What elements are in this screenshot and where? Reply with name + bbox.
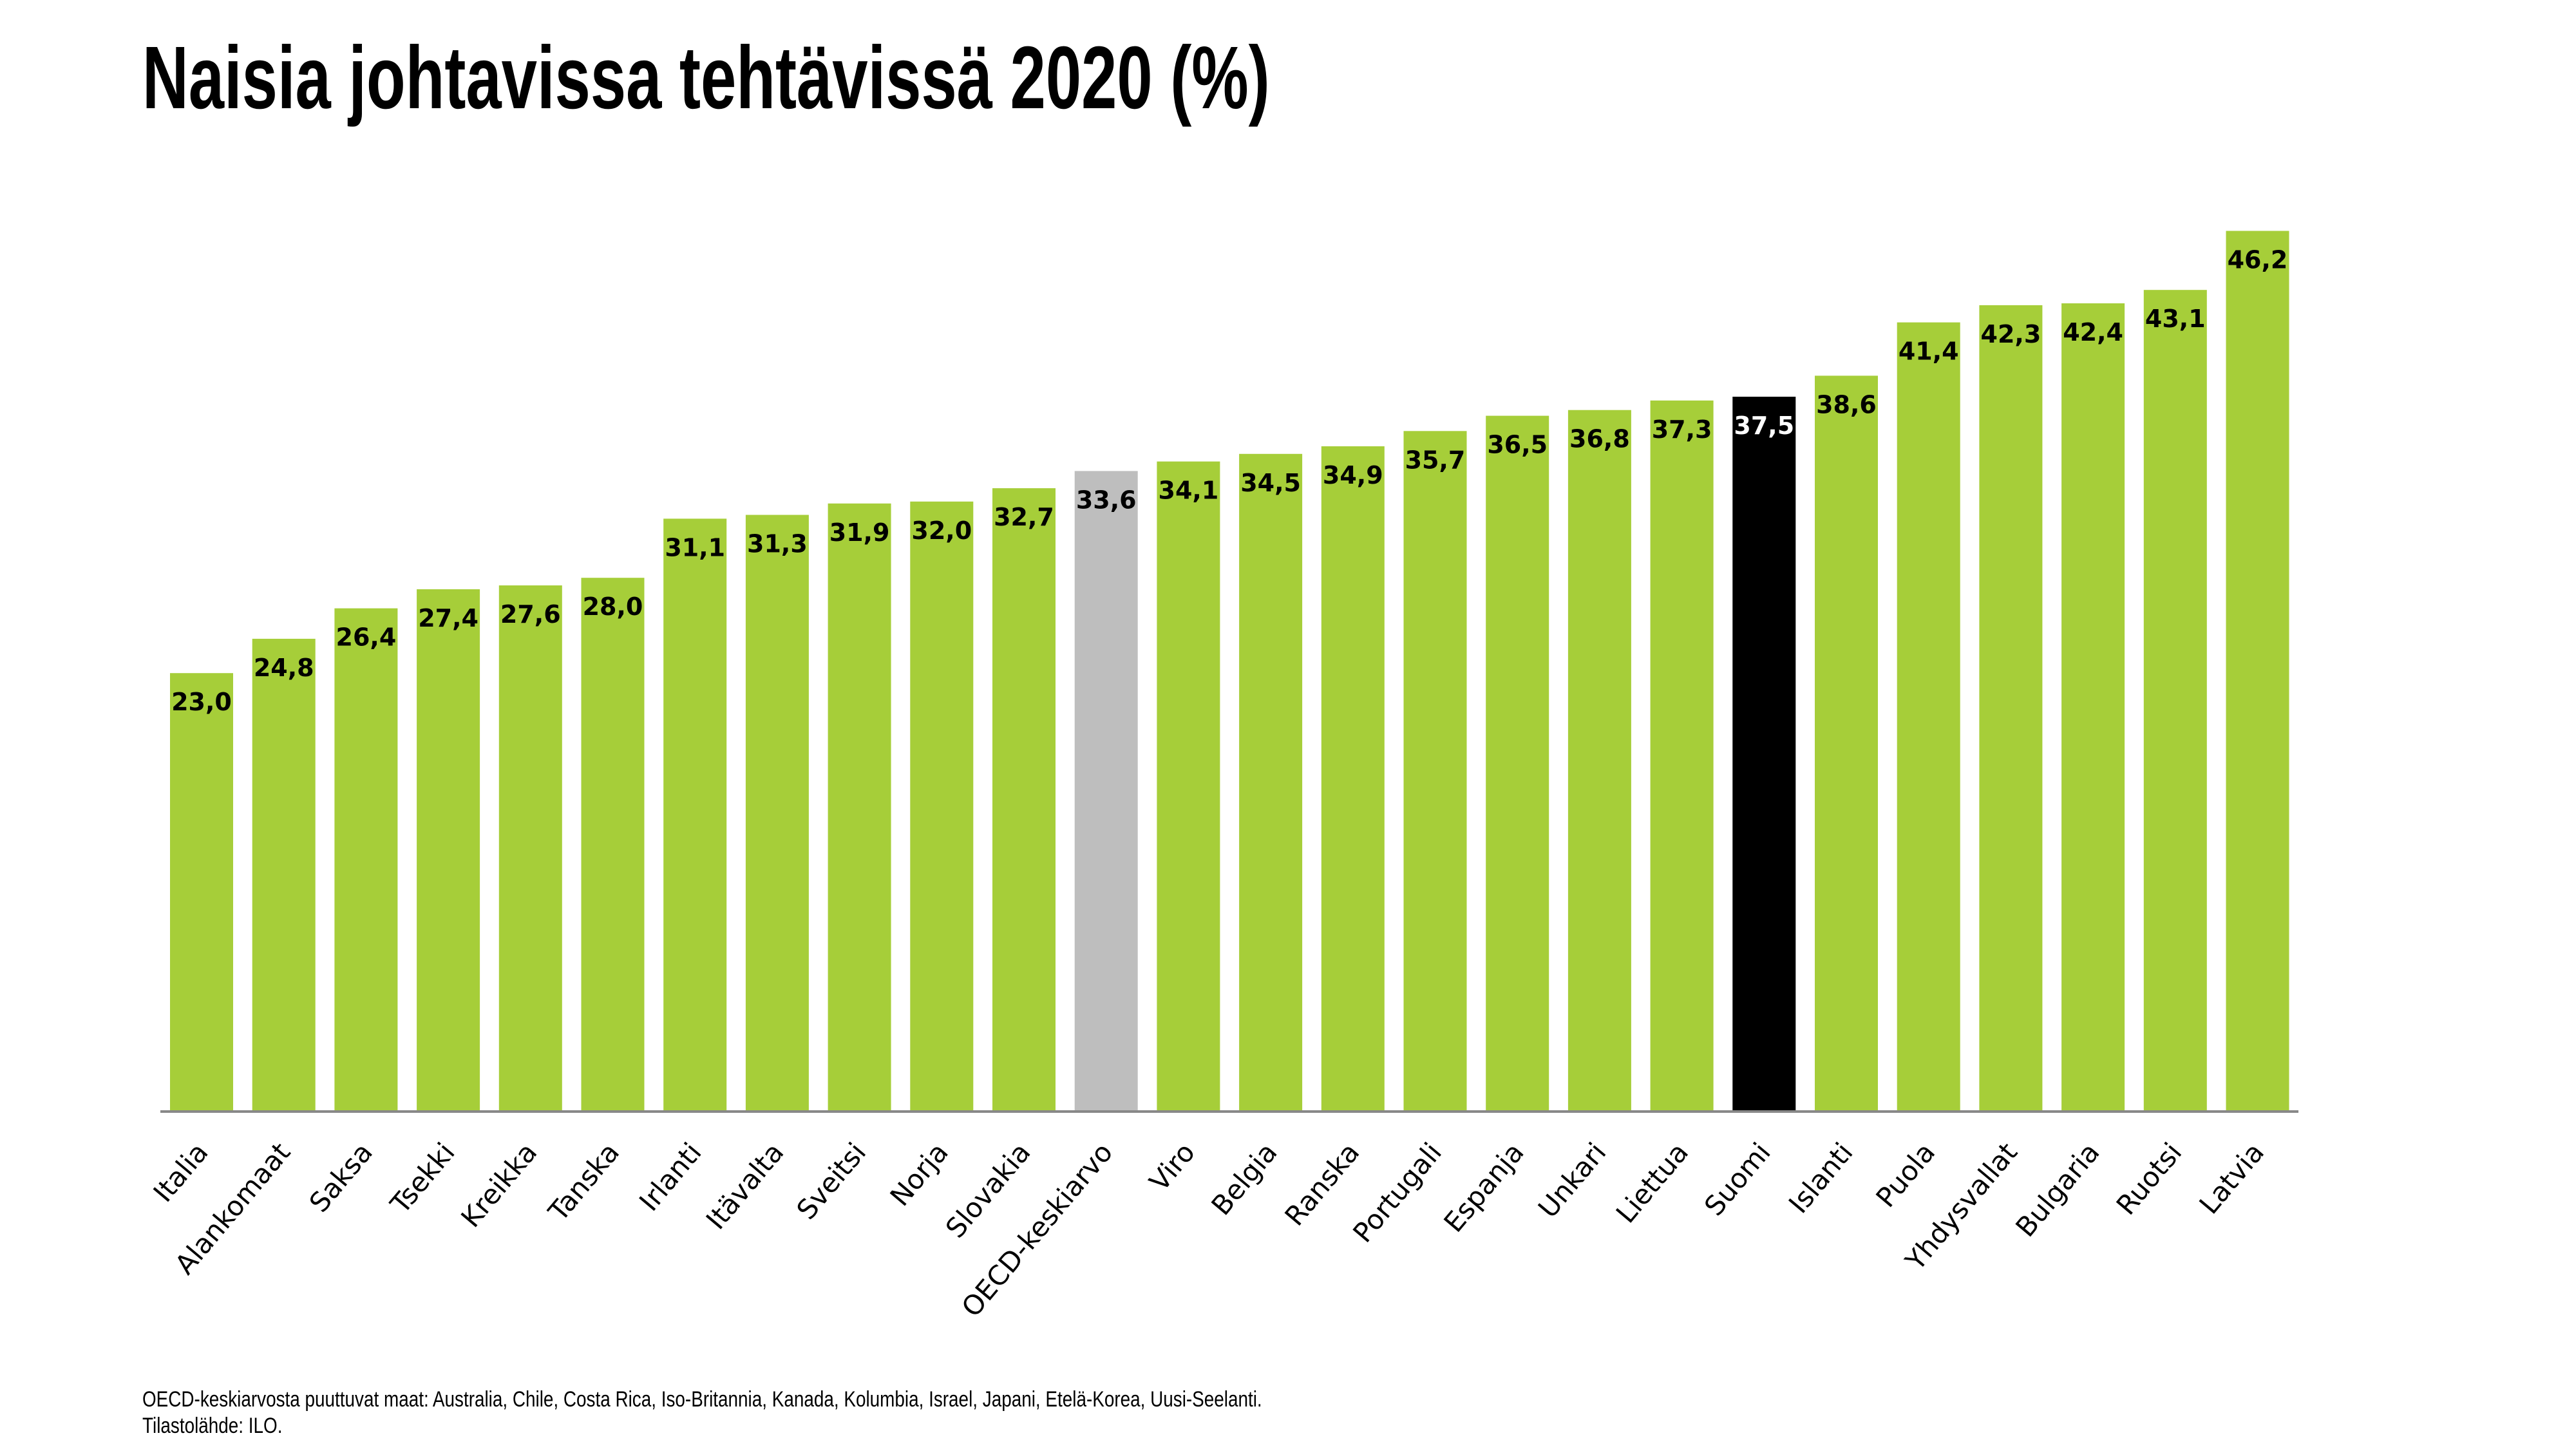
value-label-suomi: 37,5	[1734, 412, 1794, 440]
value-label-oecd-keskiarvo: 33,6	[1076, 486, 1137, 514]
bar-sveitsi	[828, 504, 891, 1112]
footnote-source: Tilastolähde: ILO.	[142, 1415, 282, 1437]
bar-kreikka	[499, 585, 562, 1112]
bar-ruotsi	[2144, 290, 2207, 1112]
bar-norja	[910, 502, 973, 1112]
bar-yhdysvallat	[1979, 305, 2042, 1112]
value-label-sveitsi: 31,9	[829, 518, 890, 547]
bar-bulgaria	[2061, 303, 2125, 1112]
bar-italia	[170, 673, 233, 1112]
category-label-suomi: Suomi	[1698, 1137, 1777, 1222]
value-label-itävalta: 31,3	[747, 530, 808, 558]
category-label-norja: Norja	[884, 1137, 954, 1212]
category-label-italia: Italia	[147, 1137, 214, 1208]
value-label-islanti: 38,6	[1816, 390, 1877, 419]
value-label-tanska: 28,0	[583, 592, 643, 621]
bar-belgia	[1239, 454, 1302, 1112]
category-label-kreikka: Kreikka	[455, 1137, 543, 1233]
bar-slovakia	[992, 488, 1056, 1112]
value-label-latvia: 46,2	[2228, 246, 2288, 274]
value-label-belgia: 34,5	[1240, 469, 1301, 497]
bar-islanti	[1815, 375, 1878, 1112]
value-label-puola: 41,4	[1899, 337, 1959, 366]
value-label-liettua: 37,3	[1652, 415, 1712, 444]
bar-saksa	[334, 609, 397, 1112]
value-label-portugali: 35,7	[1405, 446, 1466, 474]
value-label-irlanti: 31,1	[665, 533, 725, 562]
category-label-belgia: Belgia	[1205, 1137, 1283, 1221]
category-label-puola: Puola	[1870, 1137, 1941, 1213]
bar-viro	[1157, 462, 1220, 1112]
footnote-missing-countries: OECD-keskiarvosta puuttuvat maat: Austra…	[142, 1388, 1262, 1410]
value-label-tsekki: 27,4	[418, 604, 478, 632]
bar-portugali	[1404, 431, 1467, 1112]
value-label-espanja: 36,5	[1487, 431, 1548, 459]
bar-alankomaat	[252, 639, 316, 1112]
category-label-sveitsi: Sveitsi	[790, 1137, 872, 1226]
value-label-viro: 34,1	[1159, 477, 1219, 505]
bar-ranska	[1321, 446, 1385, 1112]
category-label-islanti: Islanti	[1783, 1137, 1859, 1219]
bar-liettua	[1651, 401, 1714, 1112]
value-label-yhdysvallat: 42,3	[1981, 320, 2041, 348]
value-label-kreikka: 27,6	[500, 600, 561, 629]
category-label-ruotsi: Ruotsi	[2110, 1137, 2188, 1221]
category-label-oecd-keskiarvo: OECD-keskiarvo	[956, 1137, 1119, 1323]
bar-itävalta	[746, 515, 809, 1112]
category-label-irlanti: Irlanti	[633, 1137, 708, 1217]
value-label-italia: 23,0	[171, 688, 232, 716]
category-label-portugali: Portugali	[1347, 1137, 1448, 1249]
bars-group	[170, 231, 2289, 1112]
bar-espanja	[1486, 416, 1549, 1112]
bar-oecd-keskiarvo	[1075, 471, 1138, 1112]
bar-tanska	[582, 578, 645, 1112]
category-label-unkari: Unkari	[1532, 1137, 1613, 1224]
bar-tsekki	[417, 589, 480, 1112]
bar-puola	[1897, 323, 1960, 1112]
value-label-bulgaria: 42,4	[2063, 318, 2123, 346]
value-label-unkari: 36,8	[1569, 425, 1630, 453]
category-label-espanja: Espanja	[1437, 1137, 1530, 1238]
category-label-bulgaria: Bulgaria	[2009, 1137, 2106, 1243]
category-label-tsekki: Tsekki	[384, 1137, 461, 1220]
category-label-latvia: Latvia	[2193, 1137, 2270, 1220]
category-label-itävalta: Itävalta	[700, 1137, 790, 1235]
category-label-ranska: Ranska	[1278, 1137, 1365, 1232]
value-label-alankomaat: 24,8	[254, 654, 314, 682]
value-label-ruotsi: 43,1	[2145, 305, 2206, 333]
value-label-ranska: 34,9	[1323, 461, 1383, 489]
category-label-tanska: Tanska	[542, 1137, 626, 1227]
category-label-liettua: Liettua	[1610, 1137, 1695, 1229]
bar-unkari	[1568, 410, 1631, 1112]
bar-irlanti	[663, 518, 726, 1112]
category-label-viro: Viro	[1143, 1137, 1201, 1197]
value-label-norja: 32,0	[911, 516, 972, 545]
value-labels-group: 23,0 24,8 26,4 27,4 27,6 28,0 31,1 31,3 31,9 32,0…	[171, 246, 2287, 717]
value-label-saksa: 26,4	[336, 623, 397, 652]
bar-suomi	[1732, 397, 1795, 1112]
category-label-saksa: Saksa	[303, 1137, 379, 1218]
value-label-slovakia: 32,7	[994, 503, 1054, 531]
bar-latvia	[2226, 231, 2289, 1112]
